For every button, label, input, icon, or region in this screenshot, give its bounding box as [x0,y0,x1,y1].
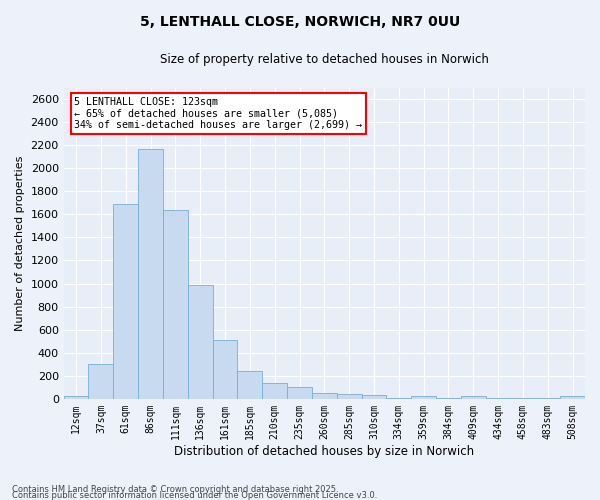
Bar [386,398,411,399]
Bar [287,388,312,399]
Bar [362,396,386,399]
Bar [188,284,212,399]
Text: 5 LENTHALL CLOSE: 123sqm
← 65% of detached houses are smaller (5,085)
34% of sem: 5 LENTHALL CLOSE: 123sqm ← 65% of detach… [74,97,362,130]
Bar [262,382,287,399]
Bar [560,396,585,399]
Bar [88,364,113,399]
Bar [461,396,485,399]
Bar [312,393,337,399]
Bar [511,398,535,399]
Text: Contains public sector information licensed under the Open Government Licence v3: Contains public sector information licen… [12,490,377,500]
X-axis label: Distribution of detached houses by size in Norwich: Distribution of detached houses by size … [174,444,475,458]
Bar [436,398,461,399]
Bar [163,210,188,399]
Bar [535,398,560,399]
Text: 5, LENTHALL CLOSE, NORWICH, NR7 0UU: 5, LENTHALL CLOSE, NORWICH, NR7 0UU [140,15,460,29]
Bar [337,394,362,399]
Bar [113,204,138,399]
Y-axis label: Number of detached properties: Number of detached properties [15,156,25,331]
Bar [238,370,262,399]
Text: Contains HM Land Registry data © Crown copyright and database right 2025.: Contains HM Land Registry data © Crown c… [12,484,338,494]
Bar [138,148,163,399]
Bar [485,398,511,399]
Bar [64,396,88,399]
Bar [212,340,238,399]
Title: Size of property relative to detached houses in Norwich: Size of property relative to detached ho… [160,52,489,66]
Bar [411,396,436,399]
